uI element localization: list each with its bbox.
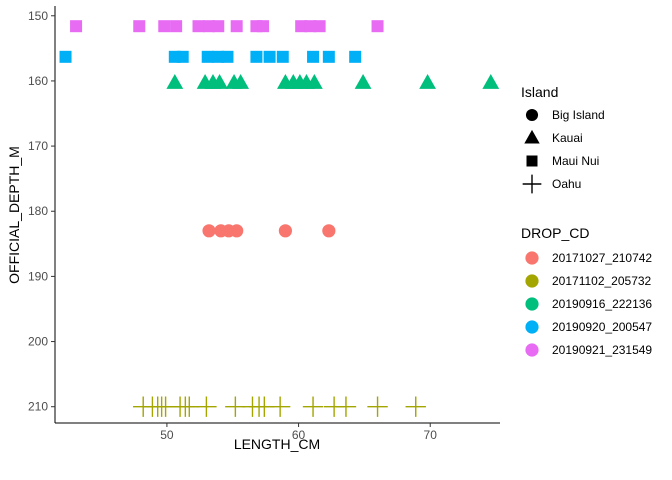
y-axis-ticks: 150 160 170 180 190 200 210: [28, 9, 55, 414]
legend-key-plus: [522, 174, 542, 194]
data-point: [276, 50, 289, 63]
data-point: [313, 20, 326, 33]
data-point: [211, 73, 228, 89]
legend-key-color: [525, 251, 539, 265]
legend-island-label: Big Island: [552, 108, 605, 122]
data-point: [269, 396, 291, 417]
data-point: [221, 50, 234, 63]
legend-key-color: [525, 297, 539, 311]
legend-drop-cd-title: DROP_CD: [521, 225, 589, 241]
y-tick-label: 150: [28, 9, 48, 23]
data-point: [349, 50, 362, 63]
data-point: [70, 20, 83, 33]
data-point: [295, 20, 308, 33]
x-tick-label: 70: [424, 428, 438, 442]
legend-key-color: [525, 320, 539, 334]
data-point: [257, 20, 270, 33]
data-point: [405, 396, 426, 417]
data-point: [192, 20, 205, 33]
data-point: [232, 73, 250, 89]
legend-key-square: [526, 155, 538, 167]
legend-island-title: Island: [521, 84, 558, 100]
legend-island: Island Big Island Kauai Maui Nui Oahu: [521, 84, 605, 194]
data-point: [482, 73, 500, 89]
y-tick-label: 200: [28, 335, 48, 349]
data-point: [304, 20, 317, 33]
y-tick-label: 190: [28, 269, 48, 283]
y-tick-label: 210: [28, 400, 48, 414]
data-point: [354, 73, 372, 89]
data-point: [335, 396, 357, 417]
y-tick-label: 160: [28, 74, 48, 88]
legend-key-circle: [525, 108, 539, 122]
data-point: [307, 50, 320, 63]
data-point: [212, 50, 225, 63]
data-point: [371, 20, 384, 33]
data-point: [230, 224, 244, 238]
data-point: [212, 20, 225, 33]
legend-drop-cd-label: 20190920_200547: [552, 320, 652, 334]
data-point: [263, 50, 276, 63]
legend-drop-cd: DROP_CD 20171027_210742 20171102_205732 20…: [521, 225, 652, 357]
data-point: [322, 50, 335, 63]
data-point: [201, 50, 214, 63]
legend-key-color: [525, 274, 539, 288]
data-point: [176, 50, 189, 63]
data-point: [278, 224, 292, 238]
data-point: [202, 224, 216, 238]
y-tick-label: 180: [28, 204, 48, 218]
data-point: [203, 20, 216, 33]
data-point: [302, 396, 324, 417]
data-point: [322, 224, 336, 238]
legend-island-label: Oahu: [552, 177, 581, 191]
data-point: [367, 396, 388, 417]
data-point: [250, 50, 263, 63]
x-tick-label: 60: [292, 428, 306, 442]
legend-island-label: Kauai: [552, 131, 583, 145]
data-point: [59, 50, 72, 63]
y-axis-title: OFFICIAL_DEPTH_M: [6, 146, 22, 284]
legend-island-label: Maui Nui: [552, 154, 599, 168]
data-point: [305, 73, 323, 89]
legend-key-triangle: [524, 129, 540, 144]
legend-drop-cd-label: 20190921_231549: [552, 343, 652, 357]
data-point: [133, 20, 146, 33]
legend-drop-cd-label: 20190916_222136: [552, 297, 652, 311]
data-point: [158, 20, 171, 33]
data-point: [196, 396, 217, 417]
data-point: [225, 396, 246, 417]
x-axis-title: LENGTH_CM: [234, 436, 320, 452]
legend-drop-cd-label: 20171102_205732: [552, 274, 652, 288]
x-tick-label: 50: [160, 428, 174, 442]
legend-key-color: [525, 343, 539, 357]
data-point: [170, 20, 183, 33]
data-point: [166, 73, 184, 89]
y-tick-label: 170: [28, 139, 48, 153]
data-point: [230, 20, 243, 33]
data-points: [59, 20, 500, 417]
data-point: [179, 396, 200, 417]
data-point: [419, 73, 436, 89]
x-axis-ticks: 50 60 70: [160, 423, 437, 442]
legend-drop-cd-label: 20171027_210742: [552, 251, 652, 265]
